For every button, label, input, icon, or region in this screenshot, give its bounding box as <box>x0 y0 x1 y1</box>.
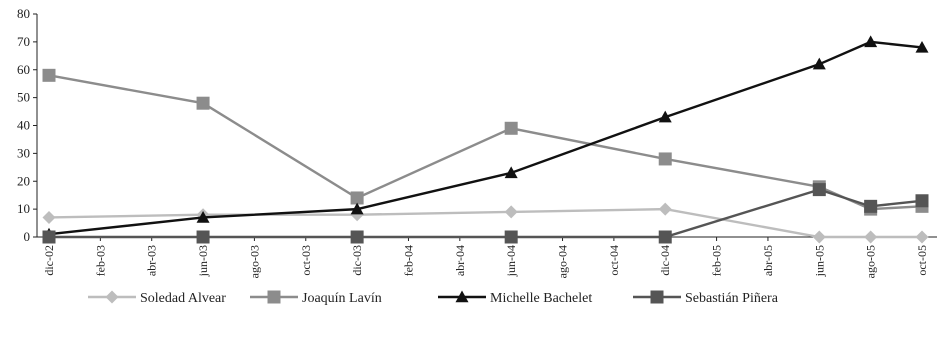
data-point-diamond <box>812 230 826 244</box>
data-point-square <box>915 194 929 208</box>
data-point-square <box>42 230 56 244</box>
series-line <box>48 74 923 211</box>
data-point-square <box>864 199 878 213</box>
data-point-diamond <box>658 202 672 216</box>
y-tick-label: 20 <box>17 173 30 188</box>
data-point-square <box>650 290 664 304</box>
series-line <box>48 40 923 236</box>
data-point-triangle <box>504 166 518 179</box>
series-line <box>48 207 922 239</box>
y-tick-label: 80 <box>17 6 30 21</box>
x-tick-label: feb-05 <box>710 245 724 276</box>
data-point-square <box>658 152 672 166</box>
data-point-square <box>812 183 826 197</box>
y-tick-label: 0 <box>24 229 31 244</box>
data-point-square <box>504 230 518 244</box>
x-tick-label: ago-05 <box>864 245 878 278</box>
series-3 <box>42 183 929 244</box>
data-point-square <box>350 191 364 205</box>
data-point-diamond <box>42 210 56 224</box>
data-point-square <box>658 230 672 244</box>
x-tick-label: ago-03 <box>247 245 261 278</box>
data-point-triangle <box>350 202 364 215</box>
data-point-triangle <box>196 210 210 223</box>
x-tick-label: jun-04 <box>504 245 518 277</box>
x-tick-label: oct-05 <box>915 245 929 276</box>
series-1 <box>42 68 929 216</box>
x-tick-label: abr-05 <box>761 245 775 276</box>
data-point-diamond <box>864 230 878 244</box>
data-point-triangle <box>864 35 878 48</box>
y-tick-label: 30 <box>17 145 30 160</box>
x-tick-label: dic-04 <box>658 245 672 276</box>
y-tick-label: 50 <box>17 90 30 105</box>
y-tick-label: 70 <box>17 34 30 49</box>
x-tick-label: feb-04 <box>401 245 415 276</box>
x-tick-label: oct-04 <box>607 245 621 276</box>
x-tick-label: dic-03 <box>350 245 364 276</box>
data-point-square <box>42 68 56 82</box>
data-point-triangle <box>658 110 672 123</box>
y-tick-label: 10 <box>17 201 30 216</box>
data-point-square <box>196 230 210 244</box>
legend: Soledad Alvear Joaquín Lavín Michelle Bach… <box>88 290 779 306</box>
legend-item: Sebastián Piñera <box>633 290 779 306</box>
x-tick-label: dic-02 <box>42 245 56 276</box>
series-line <box>49 188 923 239</box>
data-point-triangle <box>915 40 929 53</box>
data-point-square <box>504 121 518 135</box>
x-tick-label: abr-03 <box>145 245 159 276</box>
legend-item: Michelle Bachelet <box>438 290 592 306</box>
axes: 0 10 20 30 40 50 60 70 80 dic-02 feb-03 abr-03 jun-0… <box>17 6 937 278</box>
legend-label: Soledad Alvear <box>140 291 226 306</box>
data-point-square <box>267 290 281 304</box>
x-tick-label: ago-04 <box>556 245 570 278</box>
series-lines <box>42 35 929 244</box>
data-point-square <box>196 96 210 110</box>
data-point-square <box>350 230 364 244</box>
data-point-diamond <box>915 230 929 244</box>
data-point-diamond <box>105 290 119 304</box>
x-tick-label: feb-03 <box>93 245 107 276</box>
y-tick-label: 40 <box>17 118 30 133</box>
series-2 <box>42 35 929 240</box>
x-tick-label: jun-03 <box>196 245 210 277</box>
legend-label: Michelle Bachelet <box>490 291 592 306</box>
legend-item: Soledad Alvear <box>88 290 226 306</box>
data-point-triangle <box>455 290 469 303</box>
legend-label: Sebastián Piñera <box>685 291 779 306</box>
data-point-diamond <box>504 205 518 219</box>
x-tick-label: abr-04 <box>453 245 467 276</box>
data-point-triangle <box>812 57 826 70</box>
x-tick-label: oct-03 <box>299 245 313 276</box>
legend-item: Joaquín Lavín <box>250 290 382 306</box>
y-tick-label: 60 <box>17 62 30 77</box>
legend-label: Joaquín Lavín <box>302 291 382 306</box>
x-tick-label: jun-05 <box>812 245 826 277</box>
